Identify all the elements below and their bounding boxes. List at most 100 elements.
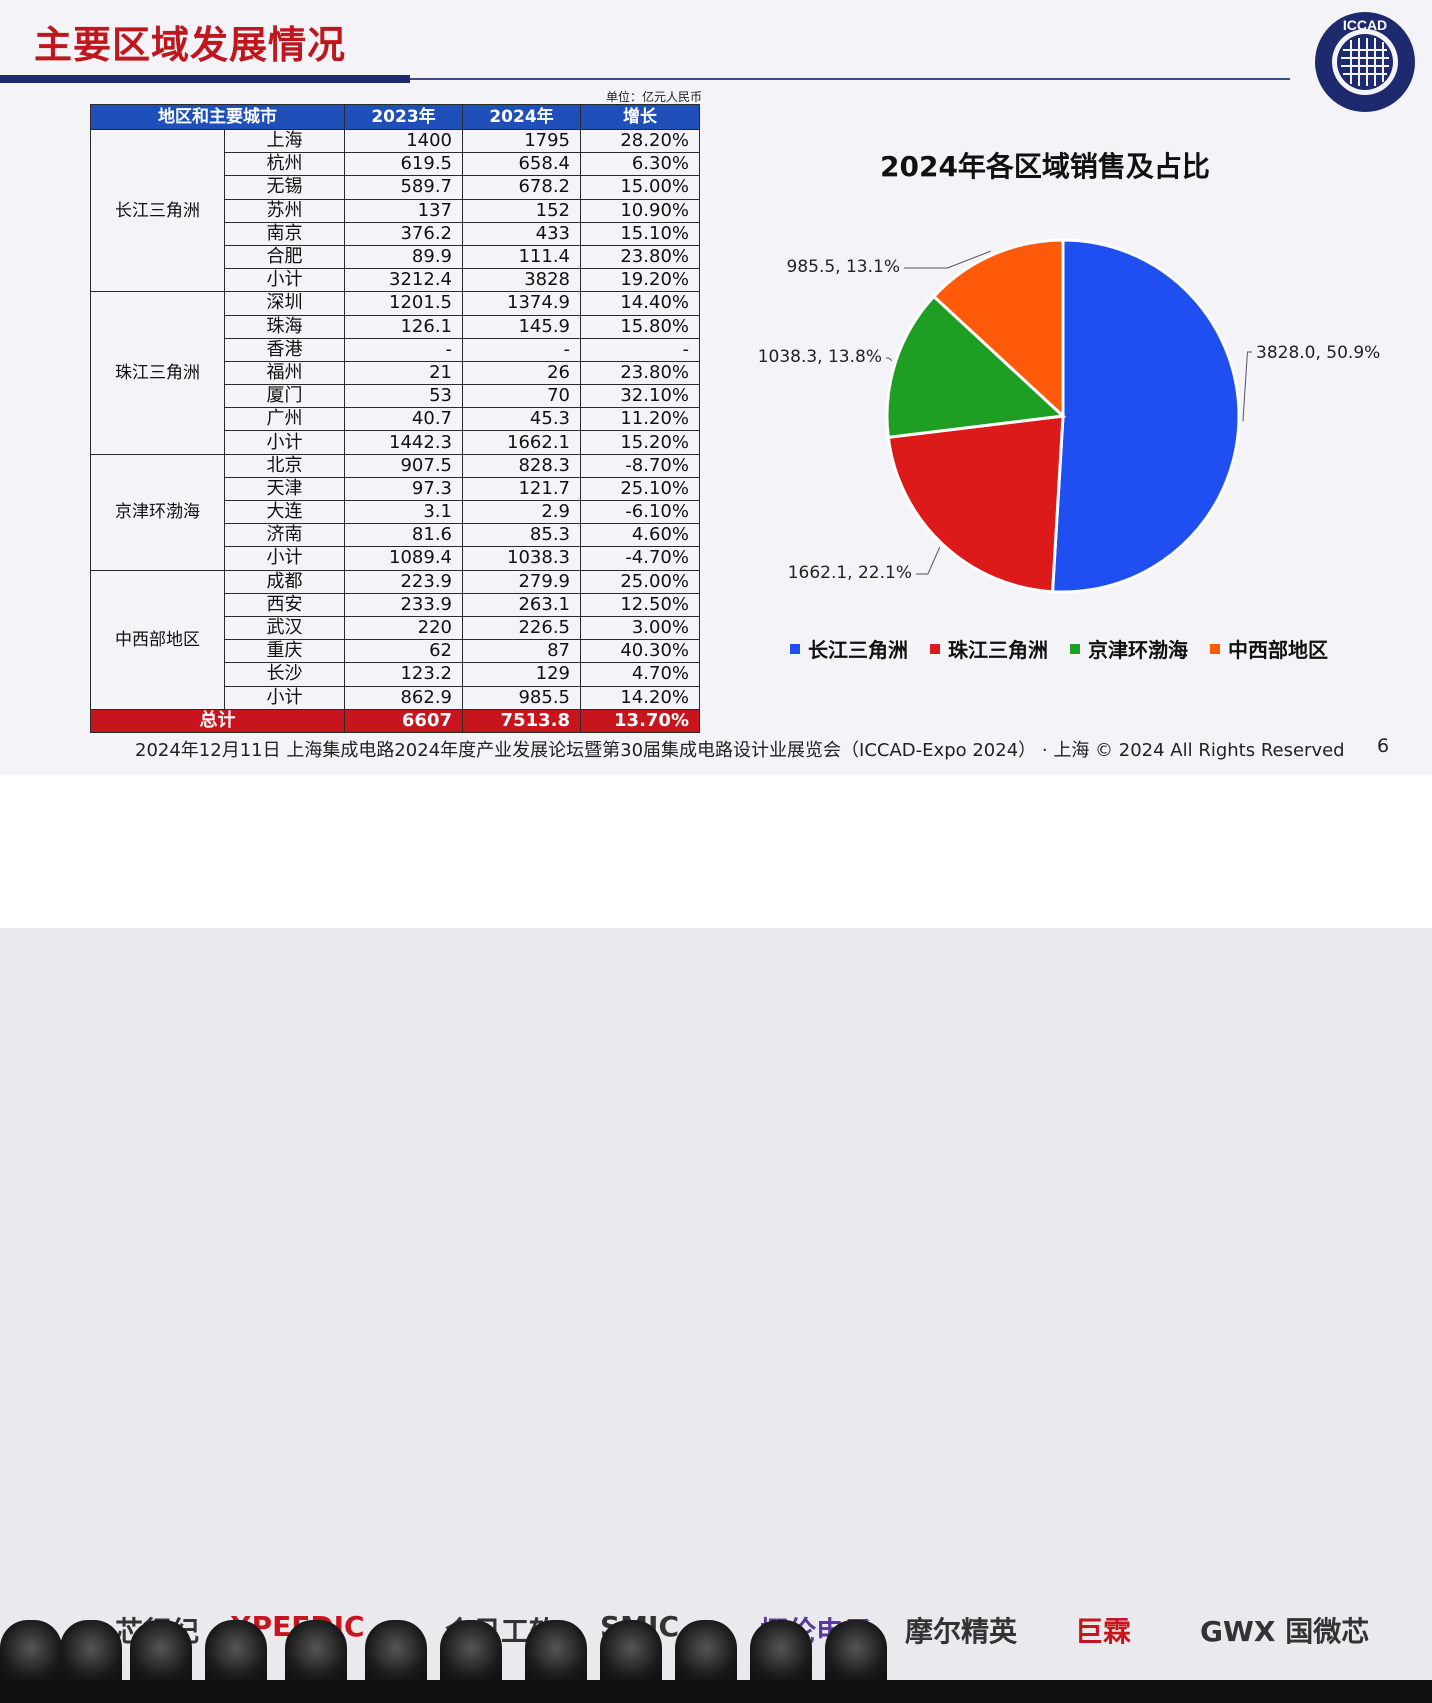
growth-cell: - (580, 337, 700, 362)
unit-label: 单位：亿元人民币 (606, 90, 703, 104)
value-cell: 62 (344, 639, 463, 664)
pie-slice (1050, 238, 1241, 594)
city-cell: 杭州 (224, 152, 345, 177)
city-cell: 珠海 (224, 314, 345, 339)
growth-cell: 10.90% (580, 198, 700, 223)
value-cell: 1201.5 (344, 291, 463, 316)
growth-cell: 4.60% (580, 523, 700, 548)
value-cell: 2.9 (462, 499, 581, 525)
value-cell: 279.9 (462, 569, 581, 594)
total-value: 7513.8 (462, 708, 581, 733)
legend-item: 京津环渤海 (1070, 634, 1188, 663)
pie-chart: 3828.0, 50.9% 1662.1, 22.1% 1038.3, 13.8% 9… (758, 238, 1380, 594)
value-cell: 3212.4 (344, 268, 463, 293)
slice-data-label: 3828.0, 50.9% (1256, 343, 1380, 363)
legend-item: 珠江三角洲 (930, 634, 1048, 663)
growth-cell: 23.80% (580, 360, 700, 386)
header-growth: 增长 (580, 104, 700, 130)
city-cell: 西安 (224, 592, 345, 617)
table-row: 无锡 589.7 678.2 15.00% (91, 175, 700, 200)
value-cell: 111.4 (462, 244, 581, 270)
value-cell: 152 (462, 198, 581, 223)
growth-cell: 14.20% (580, 685, 700, 710)
header-region: 地区和主要城市 (90, 104, 345, 130)
sponsor-logo: 摩尔精英 (905, 1615, 1018, 1648)
header-2024: 2024年 (462, 104, 581, 130)
value-cell: 137 (344, 198, 463, 223)
iccad-logo-icon: ICCAD (1315, 12, 1415, 112)
value-cell: 97.3 (344, 476, 463, 502)
pie-slice (931, 238, 1065, 420)
legend-item: 中西部地区 (1210, 634, 1328, 663)
city-cell: 香港 (224, 337, 345, 362)
value-cell: 433 (462, 221, 581, 246)
slice-data-label: 1662.1, 22.1% (788, 563, 912, 583)
value-cell: 1662.1 (462, 430, 581, 455)
table-row: 京津环渤海 北京 907.5 828.3 -8.70% (90, 453, 700, 571)
table-row: 苏州 137 152 10.90% (91, 198, 700, 223)
table-row: 厦门 53 70 32.10% (91, 384, 700, 409)
value-cell: 263.1 (462, 592, 581, 617)
growth-cell: -4.70% (580, 546, 700, 571)
region-cell: 珠江三角洲 (90, 291, 225, 455)
value-cell: 85.3 (462, 523, 581, 548)
table-row: 合肥 89.9 111.4 23.80% (91, 244, 700, 270)
growth-cell: -6.10% (580, 499, 700, 525)
city-cell: 上海 (224, 128, 345, 154)
city-cell: 武汉 (224, 615, 345, 641)
sponsor-logo: 巨霖 (1075, 1615, 1132, 1648)
city-cell: 天津 (224, 476, 345, 502)
value-cell: 3828 (462, 268, 581, 293)
value-cell: 81.6 (344, 523, 463, 548)
growth-cell: 40.30% (580, 639, 700, 664)
city-cell: 济南 (224, 523, 345, 548)
table-row: 小计 1089.4 1038.3 -4.70% (91, 546, 700, 571)
footer-text: 2024年12月11日 上海集成电路2024年度产业发展论坛暨第30届集成电路设… (135, 740, 1345, 761)
region-cell: 京津环渤海 (90, 453, 225, 571)
leader-line (904, 250, 992, 269)
value-cell: 45.3 (462, 407, 581, 432)
table-row: 济南 81.6 85.3 4.60% (91, 523, 700, 548)
growth-cell: 15.10% (580, 221, 700, 246)
title-underline (0, 75, 410, 83)
growth-cell: 14.40% (580, 291, 700, 316)
value-cell: 145.9 (462, 314, 581, 339)
slide-title: 主要区域发展情况 (34, 23, 347, 67)
growth-cell: 25.10% (580, 476, 700, 502)
growth-cell: 11.20% (580, 407, 700, 432)
value-cell: 40.7 (344, 407, 463, 432)
total-row: 总计 6607 7513.8 13.70% (90, 708, 700, 733)
value-cell: 126.1 (344, 314, 463, 339)
growth-cell: 25.00% (580, 569, 700, 594)
value-cell: 3.1 (344, 499, 463, 525)
value-cell: 226.5 (462, 615, 581, 641)
title-divider (410, 78, 1290, 80)
growth-cell: 28.20% (580, 128, 700, 154)
header-2023: 2023年 (344, 104, 463, 130)
table-row: 杭州 619.5 658.4 6.30% (91, 152, 700, 177)
value-cell: 1795 (462, 128, 581, 154)
value-cell: 985.5 (462, 685, 581, 710)
growth-cell: 15.80% (580, 314, 700, 339)
logo-text: ICCAD (1343, 17, 1387, 33)
value-cell: 589.7 (344, 175, 463, 200)
city-cell: 小计 (224, 546, 345, 571)
value-cell: 26 (462, 360, 581, 386)
table-row: 小计 862.9 985.5 14.20% (91, 685, 700, 710)
city-cell: 福州 (224, 360, 345, 386)
growth-cell: 15.00% (580, 175, 700, 200)
value-cell: 121.7 (462, 476, 581, 502)
growth-cell: 4.70% (580, 662, 700, 687)
total-value: 13.70% (580, 708, 700, 733)
growth-cell: -8.70% (580, 453, 700, 478)
growth-cell: 15.20% (580, 430, 700, 455)
stage-floor (0, 1680, 1432, 1703)
value-cell: 1400 (344, 128, 463, 154)
region-cell: 中西部地区 (90, 569, 225, 710)
table-row: 长沙 123.2 129 4.70% (91, 662, 700, 687)
growth-cell: 19.20% (580, 268, 700, 293)
city-cell: 小计 (224, 430, 345, 455)
city-cell: 深圳 (224, 291, 345, 316)
city-cell: 大连 (224, 499, 345, 525)
chart-title: 2024年各区域销售及占比 (880, 150, 1210, 183)
